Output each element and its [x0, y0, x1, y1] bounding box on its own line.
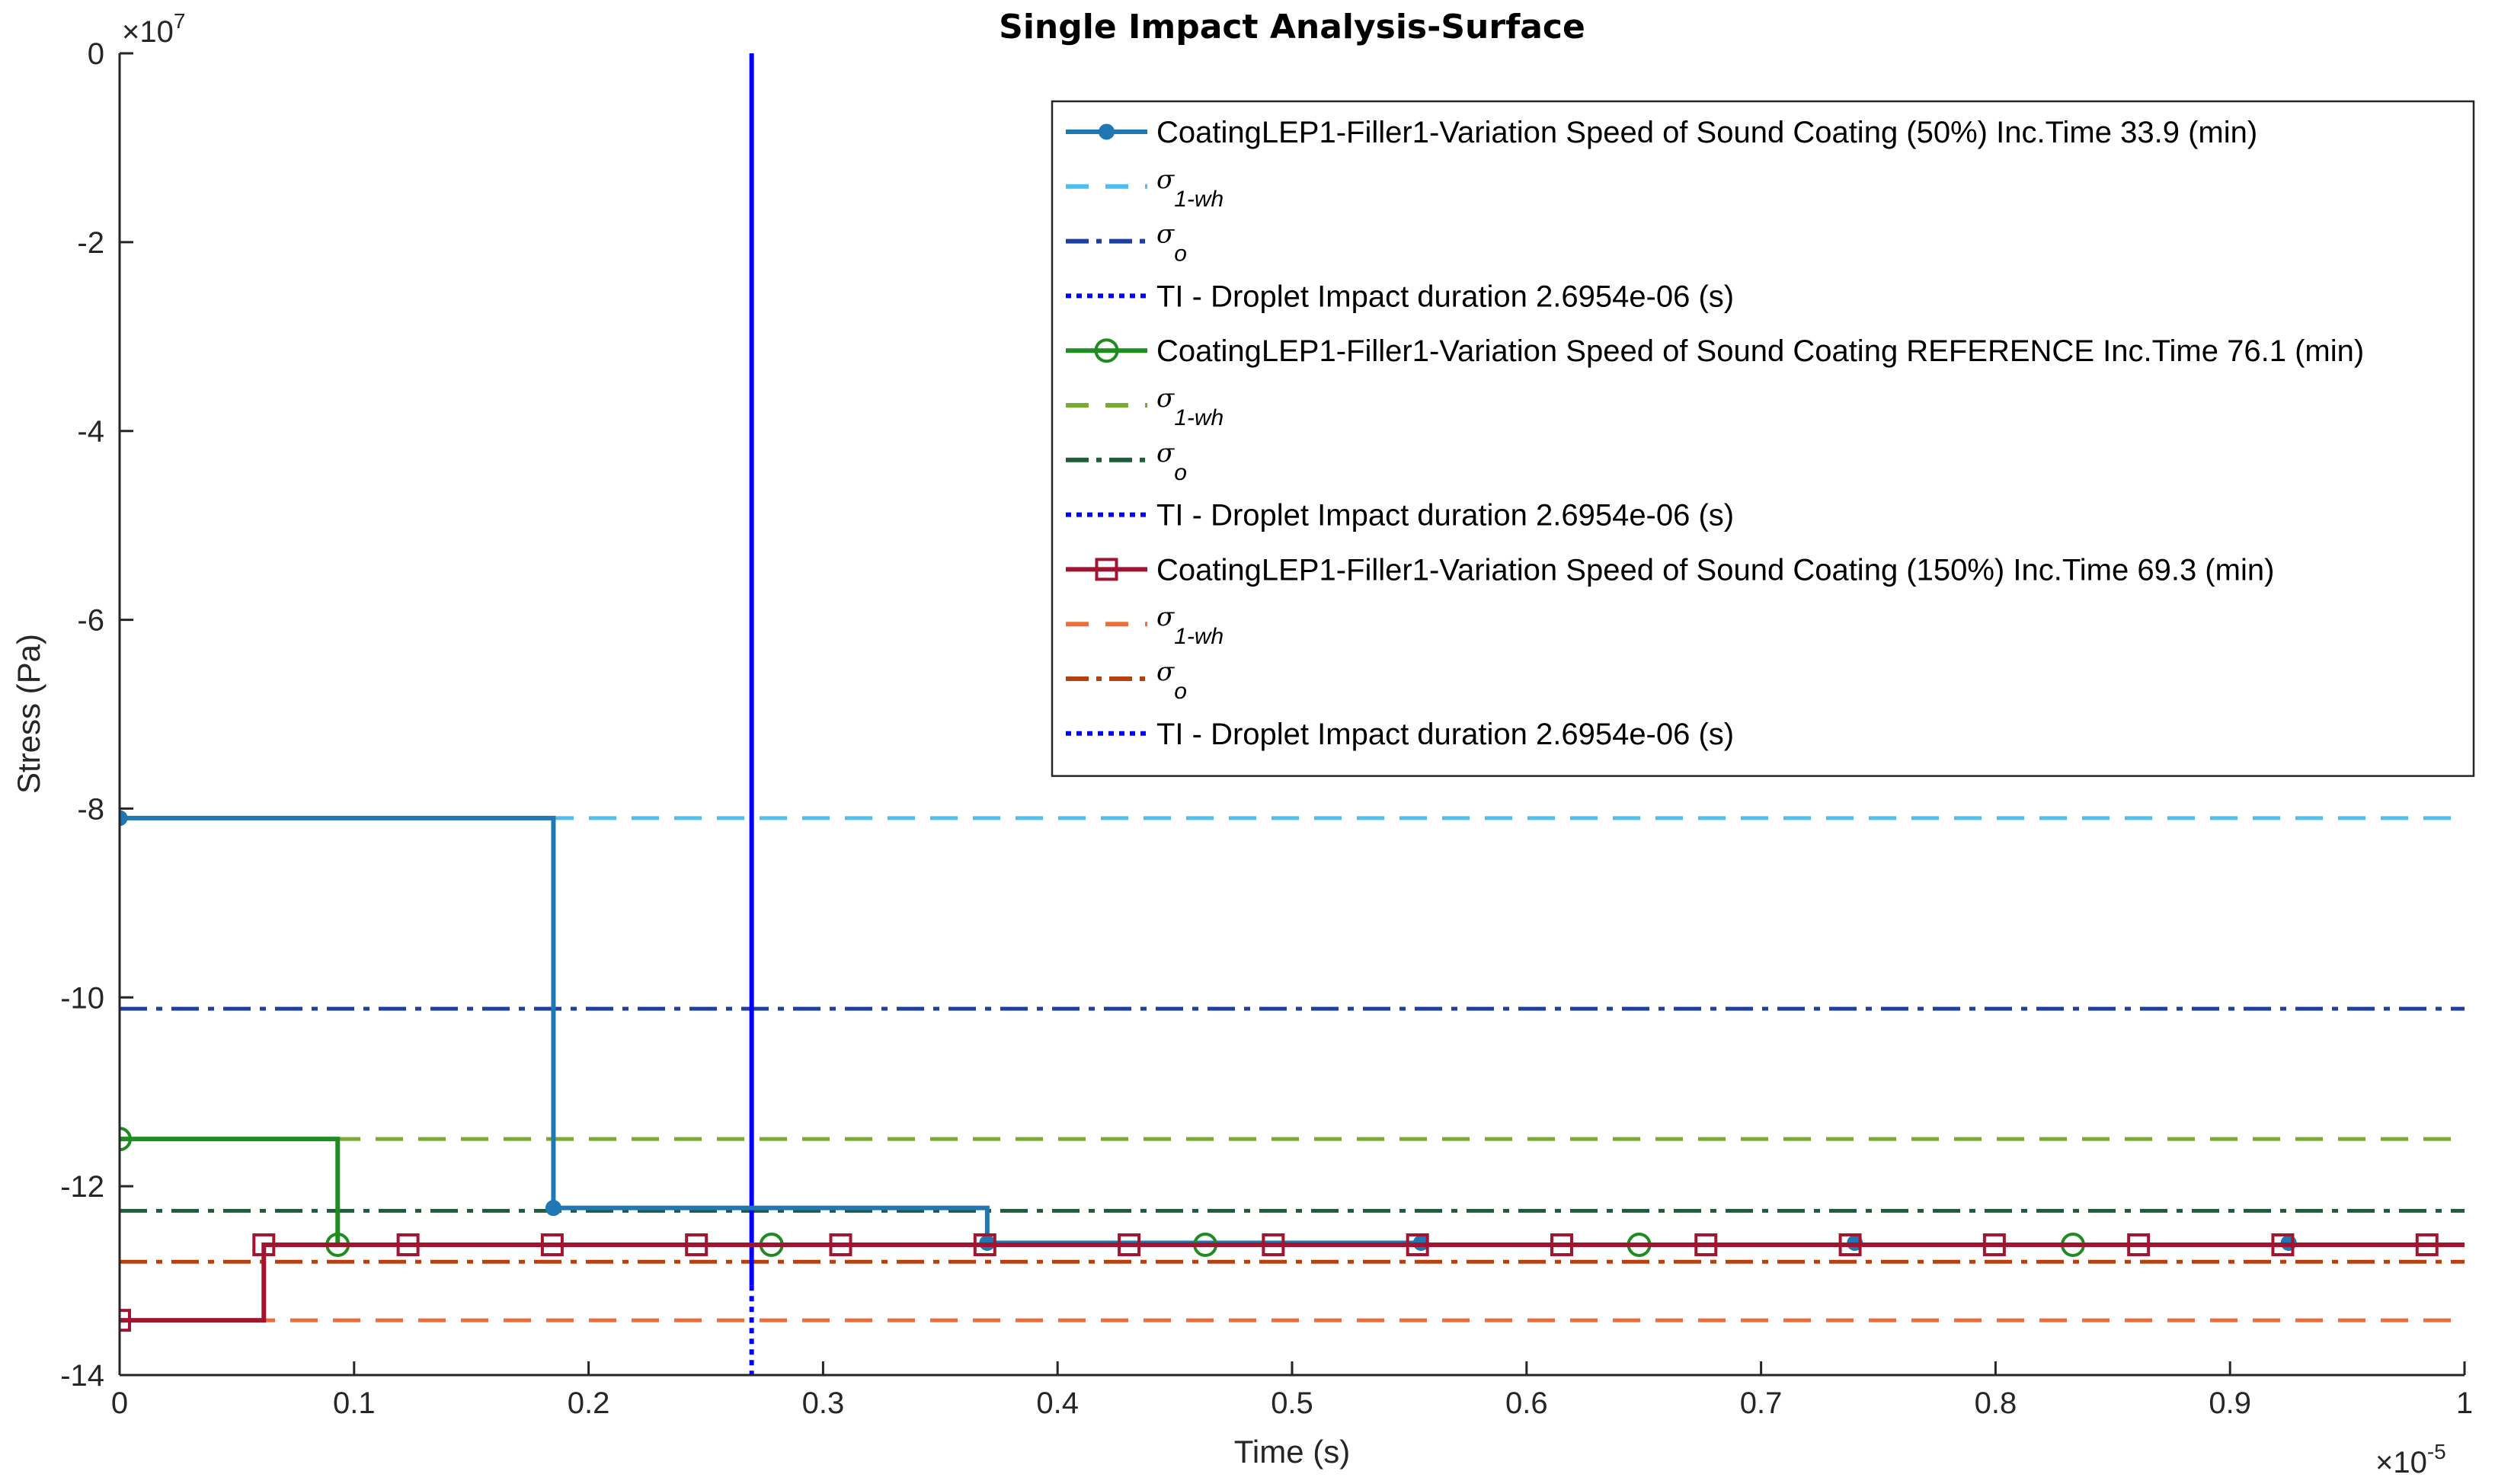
series-layer: [120, 53, 2465, 1375]
legend-label: TI - Droplet Impact duration 2.6954e-06 …: [1156, 718, 1734, 751]
legend-label: CoatingLEP1-Filler1-Variation Speed of S…: [1156, 334, 2364, 368]
data-point: [2271, 1233, 2295, 1256]
y-exponent: ×107: [122, 9, 185, 49]
data-point: [685, 1233, 709, 1256]
chart-title: Single Impact Analysis-Surface: [999, 8, 1585, 46]
legend-box: [1051, 100, 2475, 777]
x-tick-label: 0.5: [1271, 1386, 1313, 1420]
legend-label: TI - Droplet Impact duration 2.6954e-06 …: [1156, 280, 1734, 313]
data-point: [2127, 1233, 2151, 1256]
legend: CoatingLEP1-Filler1-Variation Speed of S…: [1051, 100, 2475, 777]
legend-entry: TI - Droplet Impact duration 2.6954e-06 …: [1066, 718, 1734, 751]
data-point: [1838, 1233, 1862, 1256]
legend-subscript: 1-wh: [1174, 624, 1224, 649]
legend-subscript: o: [1174, 241, 1187, 267]
series-line-8: [120, 1242, 2465, 1323]
legend-label: CoatingLEP1-Filler1-Variation Speed of S…: [1156, 553, 2274, 587]
x-exponent: ×10-5: [2375, 1440, 2446, 1479]
legend-subscript: o: [1174, 460, 1187, 485]
data-point: [1982, 1233, 2006, 1256]
x-tick-label: 0: [111, 1386, 128, 1420]
x-tick-label: 0.2: [568, 1386, 610, 1420]
y-tick-label: -6: [77, 604, 104, 638]
data-point: [252, 1233, 276, 1256]
legend-subscript: o: [1174, 679, 1187, 704]
y-tick-label: -10: [60, 981, 104, 1015]
y-axis-label: Stress (Pa): [11, 634, 46, 794]
axes: 0 0.1 0.2 0.3 0.4 0.5 0.6 0.7 0.8 0.9 1 0 -2 -4 -6 -8 -1…: [60, 37, 2473, 1420]
y-tick-label: -14: [60, 1359, 104, 1393]
x-tick-label: 0.3: [802, 1386, 845, 1420]
data-point: [545, 1200, 561, 1217]
data-point: [396, 1233, 420, 1256]
data-point: [540, 1233, 564, 1256]
data-point: [973, 1233, 996, 1256]
legend-entry: CoatingLEP1-Filler1-Variation Speed of S…: [1066, 334, 2364, 368]
legend-entry: CoatingLEP1-Filler1-Variation Speed of S…: [1066, 116, 2257, 149]
data-point: [829, 1233, 852, 1256]
y-tick-label: -2: [77, 226, 104, 260]
data-point: [120, 1127, 132, 1152]
legend-label: TI - Droplet Impact duration 2.6954e-06 …: [1156, 499, 1734, 533]
x-tick-label: 0.6: [1505, 1386, 1548, 1420]
svg-text:×107: ×107: [122, 9, 185, 49]
data-point: [2415, 1233, 2439, 1256]
x-axis-label: Time (s): [1234, 1434, 1350, 1470]
y-tick-label: -8: [77, 792, 104, 826]
x-tick-label: 1: [2456, 1386, 2473, 1420]
data-point: [1406, 1233, 1429, 1256]
y-tick-label: -12: [60, 1170, 104, 1204]
legend-subscript: 1-wh: [1174, 405, 1224, 430]
data-point: [1118, 1233, 1141, 1256]
legend-label: CoatingLEP1-Filler1-Variation Speed of S…: [1156, 116, 2257, 149]
x-tick-label: 0.8: [1975, 1386, 2017, 1420]
x-tick-label: 0.1: [333, 1386, 376, 1420]
data-point: [1550, 1233, 1573, 1256]
data-point: [120, 810, 128, 827]
y-tick-label: -4: [77, 415, 104, 449]
legend-entry: CoatingLEP1-Filler1-Variation Speed of S…: [1066, 553, 2274, 587]
legend-marker: [1095, 558, 1118, 581]
legend-marker: [1094, 338, 1119, 363]
x-tick-label: 0.9: [2209, 1386, 2251, 1420]
legend-entry: TI - Droplet Impact duration 2.6954e-06 …: [1066, 499, 1734, 533]
legend-subscript: 1-wh: [1174, 187, 1224, 212]
y-tick-label: 0: [88, 37, 104, 71]
data-point: [120, 1309, 131, 1332]
x-tick-label: 0.7: [1740, 1386, 1783, 1420]
svg-text:×10-5: ×10-5: [2375, 1440, 2446, 1479]
legend-entry: TI - Droplet Impact duration 2.6954e-06 …: [1066, 280, 1734, 313]
data-point: [1694, 1233, 1718, 1256]
legend-marker: [1099, 123, 1115, 140]
data-point: [1262, 1233, 1285, 1256]
x-tick-label: 0.4: [1036, 1386, 1079, 1420]
